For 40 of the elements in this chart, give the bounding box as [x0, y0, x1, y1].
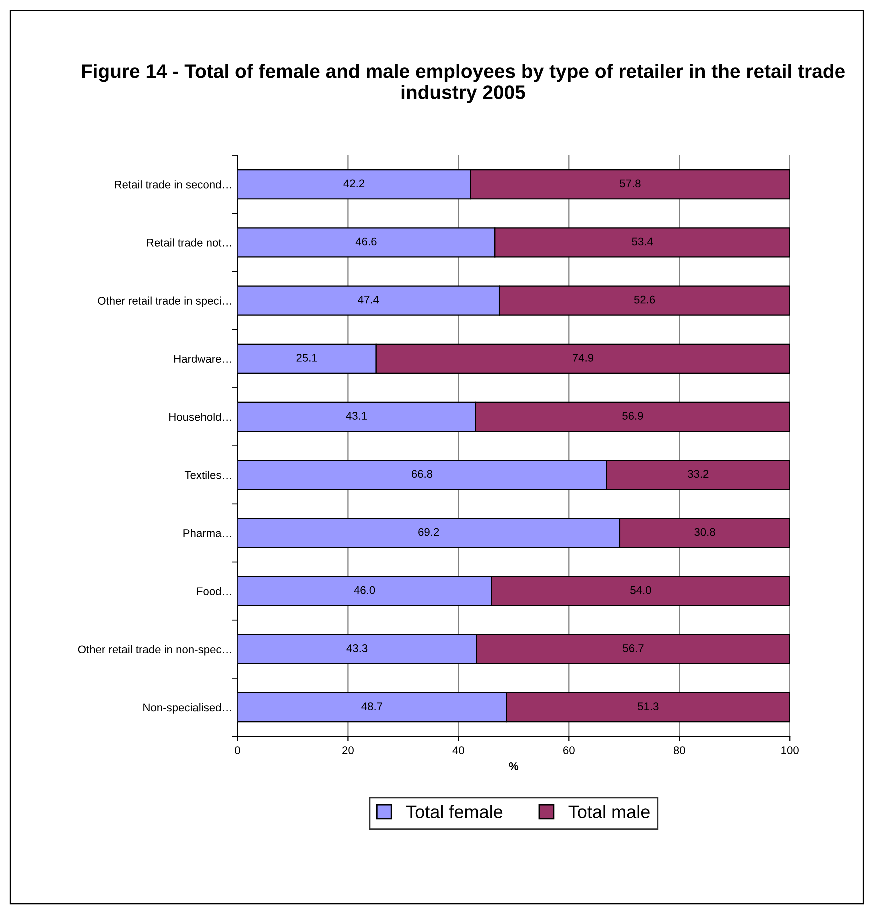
- y-tick-label: Retail trade in second…: [115, 180, 232, 189]
- legend-label: Total male: [568, 805, 650, 818]
- data-label: 46.0: [354, 586, 376, 594]
- data-label: 42.2: [344, 180, 365, 188]
- y-tick-label: Other retail trade in non-spec…: [78, 645, 232, 656]
- y-tick-label: Textiles…: [184, 471, 232, 480]
- x-tick-label: 60: [564, 746, 575, 754]
- y-tick-label: Non-specialised…: [144, 704, 232, 714]
- x-tick-label: 40: [452, 746, 464, 754]
- data-label: 53.4: [632, 238, 654, 246]
- data-label: 33.2: [688, 470, 709, 478]
- data-label: 51.3: [638, 702, 659, 711]
- y-tick-label: Pharma…: [184, 529, 232, 538]
- data-label: 54.0: [630, 586, 652, 594]
- data-label: 56.9: [622, 412, 644, 420]
- data-label: 57.8: [620, 180, 641, 188]
- data-label: 66.8: [412, 470, 433, 478]
- data-label: 56.7: [623, 644, 644, 652]
- y-tick-label: Household…: [170, 412, 232, 422]
- data-label: 47.4: [358, 296, 380, 304]
- data-label: 43.1: [346, 412, 368, 420]
- x-tick-label: 20: [342, 746, 354, 754]
- y-tick-label: Hardware…: [174, 354, 232, 364]
- x-axis-title: %: [509, 762, 519, 770]
- data-label: 25.1: [296, 354, 318, 362]
- data-label: 74.9: [572, 354, 594, 362]
- y-tick-label: Other retail trade in speci…: [98, 296, 232, 308]
- data-label: 46.6: [356, 238, 377, 246]
- data-label: 30.8: [694, 528, 716, 536]
- data-label: 52.6: [634, 296, 656, 304]
- data-label: 43.3: [346, 644, 368, 652]
- chart-title: Figure 14 - Total of female and male employees by type of retailer in the retail trade industry 2005: [82, 64, 845, 104]
- x-tick-label: 100: [782, 746, 799, 754]
- legend-label: Total female: [406, 805, 503, 818]
- y-tick-label: Retail trade not…: [147, 238, 232, 247]
- data-label: 48.7: [362, 702, 382, 711]
- x-tick-label: 0: [235, 746, 240, 754]
- y-tick-label: Food…: [197, 587, 232, 596]
- x-tick-label: 80: [674, 746, 686, 754]
- data-label: 69.2: [418, 528, 440, 536]
